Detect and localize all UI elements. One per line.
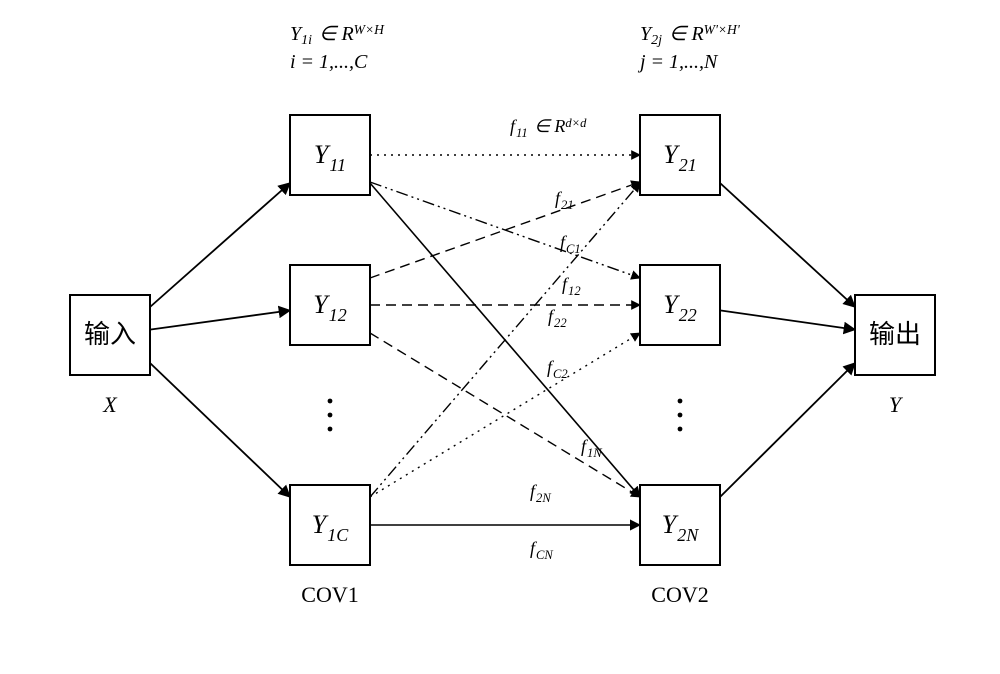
edges-layer [150,155,855,525]
edge-label-Y11-Y2N: f1N [581,436,602,460]
node-Y-label: 输出 [869,320,921,349]
col-label-input: X [102,392,118,417]
edge-labels: f11 ∈ Rd×d f21 fC1 f12 f22 fC2 f1N f2N fCN [510,116,602,562]
edge-label-Y1C-Y22: fC2 [547,357,568,381]
edge-X-Y11 [150,183,290,307]
edge-Y22-Y [720,310,855,329]
edge-Y21-Y [720,183,855,307]
col-label-cov1: COV1 [301,582,358,607]
vdots-dot [328,427,333,432]
edge-label-Y12-Y2N: f2N [530,481,551,505]
nodes-layer: 输入输出Y11Y12Y1CY21Y22Y2N [70,115,935,565]
edge-label-Y1C-Y21: fC1 [560,232,581,256]
vdots-dot [328,399,333,404]
edge-label-Y11-Y21: f11 ∈ Rd×d [510,116,587,140]
node-X-label: 输入 [84,320,136,349]
vdots-dot [678,399,683,404]
header-cov1-line1: Y1i ∈ RW×H [290,22,385,48]
edge-X-Y12 [150,310,290,329]
edge-label-Y12-Y22: f22 [548,306,567,330]
diagram-canvas: 输入输出Y11Y12Y1CY21Y22Y2Nf11 ∈ Rd×df21fC1f1… [0,0,1000,674]
edge-X-Y1C [150,363,290,497]
vdots-dot [678,427,683,432]
vdots-dot [328,413,333,418]
edge-label-Y12-Y21: f21 [555,188,574,212]
header-cov2-line1: Y2j ∈ RW'×H' [640,22,741,48]
col-label-output: Y [889,392,904,417]
edge-label-Y11-Y22: f12 [562,274,581,298]
vdots-dot [678,413,683,418]
edge-label-Y1C-Y2N: fCN [530,538,553,562]
edge-Y2N-Y [720,363,855,497]
col-label-cov2: COV2 [651,582,708,607]
header-cov1-line2: i = 1,...,C [290,51,368,73]
header-cov2-line2: j = 1,...,N [637,51,719,73]
